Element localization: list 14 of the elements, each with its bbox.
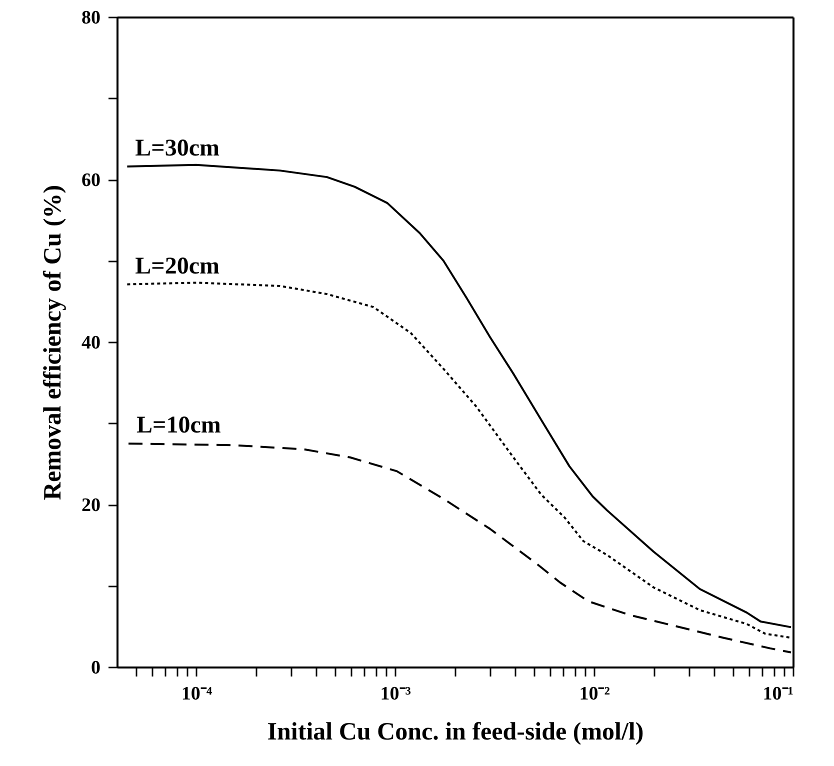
y-axis-title: Removal efficiency of Cu (%) <box>40 184 66 500</box>
y-tick-label: 20 <box>82 495 100 516</box>
x-tick-label: 10⁻² <box>579 684 610 704</box>
x-axis-title: Initial Cu Conc. in feed-side (mol/l) <box>267 718 644 746</box>
y-tick-label: 0 <box>91 658 100 678</box>
x-tick-label: 10⁻⁴ <box>181 684 212 704</box>
x-tick-label: 10⁻³ <box>380 684 412 704</box>
y-tick-label: 80 <box>82 8 100 28</box>
y-tick-label: 60 <box>82 170 100 191</box>
series-label: L=30cm <box>135 136 220 162</box>
x-tick-label: 10⁻¹ <box>762 684 794 704</box>
series-label: L=20cm <box>135 253 220 280</box>
series-label: L=10cm <box>136 412 221 439</box>
y-tick-label: 40 <box>82 332 100 354</box>
